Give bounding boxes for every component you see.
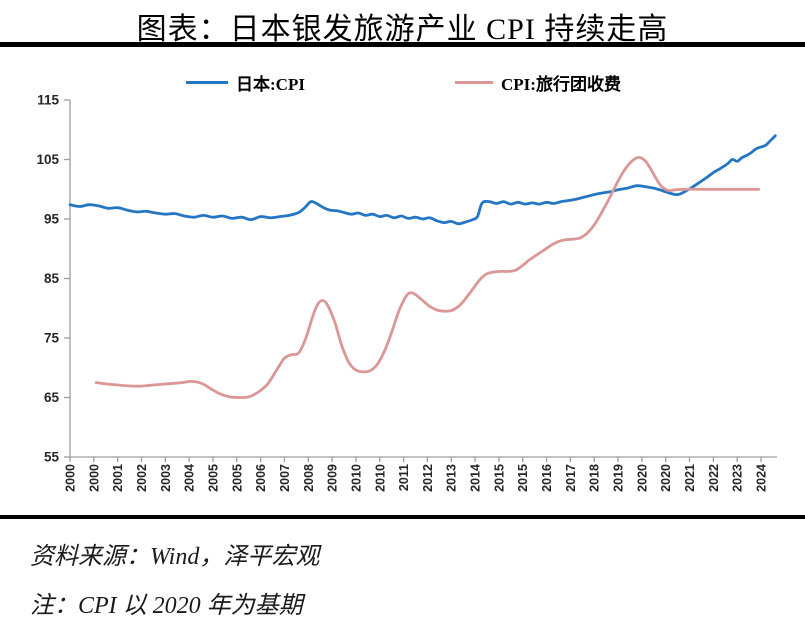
y-tick-label: 65 (44, 390, 60, 405)
x-tick-label: 2024 (755, 464, 769, 492)
x-tick-label: 2001 (111, 464, 125, 492)
x-tick-label: 2000 (87, 464, 101, 492)
axes: 55 65 75 85 95 105 115 2000 2000 2001 2002 2003 2004… (36, 93, 777, 492)
x-tick-label: 2011 (397, 464, 411, 491)
x-tick-label: 2018 (588, 464, 602, 492)
chart-legend: 日本:CPI CPI:旅行团收费 (0, 70, 805, 94)
x-tick-label: 2021 (683, 464, 697, 492)
page-title: 图表：日本银发旅游产业 CPI 持续走高 (136, 13, 669, 46)
x-tick-label: 2017 (564, 464, 578, 492)
x-tick-label: 2006 (254, 464, 268, 492)
x-tick-label: 2012 (421, 464, 435, 492)
x-tick-label: 2010 (349, 464, 363, 492)
footer-divider-rule (0, 515, 805, 519)
x-tick-label: 2005 (206, 464, 220, 492)
x-tick-label: 2022 (707, 464, 721, 492)
x-tick-label: 2013 (445, 464, 459, 492)
x-tick-label: 2002 (135, 464, 149, 492)
x-tick-label: 2000 (64, 464, 78, 492)
x-tick-label: 2015 (516, 464, 530, 492)
x-tick-label: 2010 (373, 464, 387, 492)
legend-item-japan-cpi: 日本:CPI (186, 70, 305, 94)
y-tick-label: 85 (44, 271, 60, 286)
legend-line-swatch-japan-cpi (186, 80, 228, 84)
base-period-note: 注：CPI 以 2020 年为基期 (30, 593, 303, 619)
y-tick-label: 115 (37, 93, 59, 108)
y-tick-label: 95 (44, 212, 60, 227)
legend-item-tour-fees: CPI:旅行团收费 (455, 70, 621, 94)
x-tick-label: 2020 (635, 464, 649, 492)
x-tick-label: 2007 (278, 464, 292, 492)
x-tick-label: 2019 (612, 464, 626, 492)
x-tick-label: 2008 (302, 464, 316, 492)
x-tick-label: 2003 (159, 464, 173, 492)
legend-label-tour-fees: CPI:旅行团收费 (501, 74, 621, 94)
x-tick-label: 2016 (540, 464, 554, 492)
x-tick-label: 2004 (183, 464, 197, 492)
series-line-japan-cpi (68, 134, 777, 226)
x-tick-label: 2015 (492, 464, 506, 492)
x-tick-label: 2023 (731, 464, 745, 492)
x-tick-label: 2020 (659, 464, 673, 492)
y-tick-label: 75 (44, 331, 60, 346)
title-divider-rule (0, 42, 805, 47)
x-tick-label: 2009 (326, 464, 340, 492)
y-tick-label: 55 (44, 450, 60, 465)
x-tick-label: 2014 (469, 464, 483, 492)
series-line-tour-fees (94, 155, 760, 399)
legend-line-swatch-tour-fees (455, 80, 493, 84)
x-tick-label: 2005 (230, 464, 244, 492)
y-tick-label: 105 (36, 152, 59, 167)
source-note: 资料来源：Wind，泽平宏观 (30, 544, 320, 570)
legend-label-japan-cpi: 日本:CPI (236, 74, 305, 94)
